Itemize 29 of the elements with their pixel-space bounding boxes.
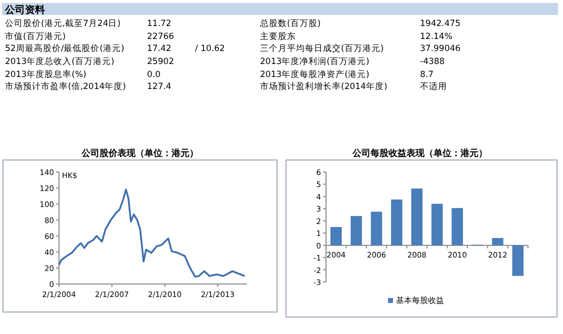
text: 公司资料 <box>4 4 45 16</box>
text: / 10.62 <box>195 44 225 54</box>
text: 25902 <box>147 57 174 67</box>
text: 52周最高股价/最低股价(港元) <box>5 43 124 54</box>
text: 主要股东 <box>260 31 296 42</box>
text: 1942.475 <box>420 19 461 29</box>
text: 17.42 <box>147 44 172 54</box>
text: 2013年度股息率(%) <box>5 69 86 80</box>
text: 不适用 <box>420 81 447 92</box>
text: 市场预计盈利增长率(2014年度) <box>260 81 388 92</box>
text: 8.7 <box>420 70 434 80</box>
text: 37.99046 <box>420 44 461 54</box>
text: 2013年度总收入(百万港元) <box>5 56 114 67</box>
text: 11.72 <box>147 19 172 29</box>
chart-title: 公司每股收益表现（单位：港元） <box>352 148 488 159</box>
chart-title: 公司股价表现（单位：港元） <box>80 148 198 159</box>
text: 0.0 <box>147 70 161 80</box>
text: 22766 <box>147 32 174 42</box>
text: 总股数(百万股) <box>259 18 321 29</box>
text: 三个月平均每日成交(百万港元) <box>260 43 384 54</box>
text: 市场预计市盈率(倍,2014年度) <box>5 81 126 92</box>
text: 市值(百万港元) <box>5 31 66 42</box>
legend-label: 基本每股收益 <box>396 296 444 305</box>
text: 公司股价(港元,截至7月24日) <box>5 18 121 29</box>
text: 2013年度净利润(百万港元) <box>260 56 370 67</box>
text: -4388 <box>420 57 445 67</box>
text: 12.14% <box>420 32 452 42</box>
text: 127.4 <box>147 82 172 92</box>
text: 2013年度每股净资产(港元) <box>260 69 370 80</box>
